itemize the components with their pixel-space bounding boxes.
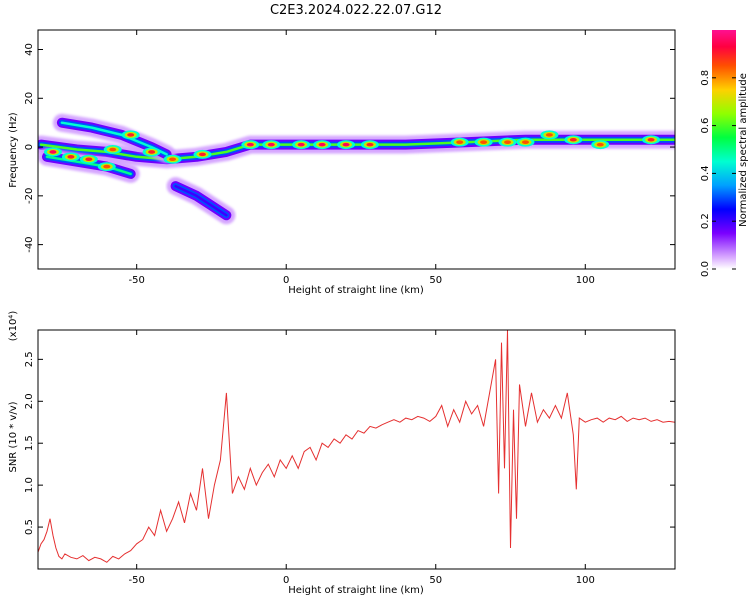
snr-ytick-label: 1.0: [24, 477, 35, 493]
snr-xlabel: Height of straight line (km): [288, 585, 424, 596]
spectrogram-hotspot-core: [545, 133, 553, 137]
spectrogram-hotspot-core: [267, 142, 275, 147]
spectrogram-hotspot-core: [456, 140, 464, 144]
spectrogram-hotspot-core: [169, 157, 177, 162]
colorbar-tick-label: 0.0: [700, 261, 711, 277]
colorbar-tick-label: 0.4: [700, 165, 711, 181]
spectrogram-hotspot-core: [480, 140, 488, 144]
spectrogram-hotspot-core: [67, 155, 75, 159]
snr-frame: [37, 329, 676, 570]
snr-xtick-label: 100: [576, 575, 595, 586]
snr-ylabel: SNR (10 * v/v): [8, 401, 19, 472]
snr-ytick-label: 0.5: [24, 519, 35, 535]
spectrogram-hotspot-core: [109, 147, 117, 152]
snr-panel: -50 0 50 100 0.5 1.0 1.5 2.0 2.5 Height of strai…: [8, 311, 676, 596]
snr-ytick-label: 2.5: [24, 351, 35, 367]
snr-plot-area: [38, 330, 675, 563]
snr-xtick-label: 0: [283, 575, 289, 586]
spectrogram-frame: [37, 29, 676, 270]
colorbar-tick-label: 0.8: [700, 70, 711, 86]
snr-axes: -50 0 50 100 0.5 1.0 1.5 2.0 2.5: [24, 330, 675, 586]
spectrogram-ridge-peak: [45, 155, 132, 176]
figure-title: C2E3.2024.022.22.07.G12: [270, 3, 442, 18]
spectrogram-hotspot-core: [198, 152, 206, 157]
spectrogram-hotspot-core: [504, 140, 512, 144]
spectrogram-hotspot-core: [521, 140, 529, 144]
spectrogram-panel: -50 0 50 100 40 20 0 -20 -40 Height of straight …: [8, 29, 676, 296]
spectrogram-hotspot-core: [148, 150, 156, 154]
spectrogram-ytick-label: 0: [24, 144, 35, 150]
spectrogram-xtick-label: 100: [576, 275, 595, 286]
snr-multiplier: (x10⁴): [8, 311, 19, 342]
spectrogram-hotspot-core: [246, 142, 254, 147]
spectrogram-hotspot-core: [366, 142, 374, 147]
spectrogram-ytick-label: -20: [24, 188, 35, 204]
spectrogram-hotspot-core: [127, 133, 135, 137]
colorbar-bar: [712, 30, 736, 269]
snr-series-line: [38, 330, 675, 563]
spectrogram-hotspot-core: [647, 137, 655, 142]
spectrogram-hotspot-core: [318, 142, 326, 147]
spectrogram-axes: -50 0 50 100 40 20 0 -20 -40: [24, 30, 675, 286]
spectrogram-ytick-label: 20: [24, 92, 35, 105]
colorbar-tick-label: 0.6: [700, 118, 711, 134]
snr-ytick-label: 1.5: [24, 435, 35, 451]
snr-xtick-label: 50: [429, 575, 442, 586]
colorbar-axes: 0.0 0.2 0.4 0.6 0.8: [700, 70, 736, 277]
spectrogram-ytick-label: 40: [24, 43, 35, 56]
spectrogram-hotspot-core: [596, 142, 604, 147]
colorbar: 0.0 0.2 0.4 0.6 0.8 Normalized spectral ampl…: [700, 30, 749, 277]
snr-xtick-label: -50: [129, 575, 145, 586]
colorbar-label: Normalized spectral amplitude: [738, 73, 749, 227]
spectrogram-xtick-label: -50: [129, 275, 145, 286]
spectrogram-ytick-label: -40: [24, 236, 35, 252]
spectrogram-ridge-peak: [174, 184, 228, 217]
spectrogram-hotspot-core: [103, 164, 111, 169]
spectrogram-hotspot-core: [85, 157, 93, 162]
spectrogram-xtick-label: 0: [283, 275, 289, 286]
snr-ytick-label: 2.0: [24, 393, 35, 409]
spectrogram-xtick-label: 50: [429, 275, 442, 286]
spectrogram-hotspot-core: [297, 142, 305, 147]
spectrogram-hotspot-core: [49, 150, 57, 154]
spectrogram-xlabel: Height of straight line (km): [288, 285, 424, 296]
spectrogram-hotspot-core: [342, 142, 350, 147]
colorbar-tick-label: 0.2: [700, 213, 711, 229]
spectrogram-ylabel: Frequency (Hz): [8, 112, 19, 188]
spectrogram-image: [38, 113, 675, 225]
spectrogram-hotspot-core: [569, 137, 577, 142]
